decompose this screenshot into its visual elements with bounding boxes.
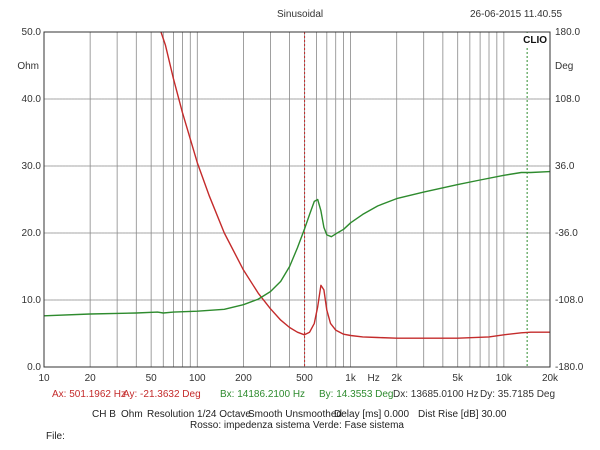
right-tick-label: 36.0 <box>555 161 575 172</box>
plot-area <box>44 32 550 367</box>
dist-rise-label: Dist Rise [dB] 30.00 <box>418 409 507 420</box>
x-tick-label: 50 <box>146 373 158 384</box>
x-tick-label: 100 <box>189 373 206 384</box>
brand-label: CLIO <box>523 35 547 46</box>
left-tick-label: 30.0 <box>22 161 42 172</box>
right-tick-label: 180.0 <box>555 27 580 38</box>
cursor-a-x: Ax: 501.1962 Hz <box>52 389 126 400</box>
left-tick-label: 50.0 <box>22 27 42 38</box>
x-tick-label: 10k <box>496 373 513 384</box>
unit-label: Ohm <box>121 409 143 420</box>
left-tick-label: 40.0 <box>22 94 42 105</box>
right-axis-unit: Deg <box>555 61 573 72</box>
right-tick-label: -180.0 <box>555 362 584 373</box>
right-tick-label: -108.0 <box>555 295 584 306</box>
channel-label: CH B <box>92 409 116 420</box>
x-tick-label: 5k <box>452 373 464 384</box>
right-tick-label: 108.0 <box>555 94 580 105</box>
plot-frame <box>43 31 551 368</box>
left-tick-label: 10.0 <box>22 295 42 306</box>
timestamp: 26-06-2015 11.40.55 <box>470 9 563 20</box>
cursor-b-x: Bx: 14186.2100 Hz <box>220 389 306 400</box>
left-tick-label: 0.0 <box>27 362 41 373</box>
legend-text: Rosso: impedenza sistema Verde: Fase sis… <box>190 420 404 431</box>
x-tick-label: 20k <box>542 373 559 384</box>
cursor-b-y: By: 14.3553 Deg <box>319 389 394 400</box>
smooth-label: Smooth Unsmoothed <box>248 409 342 420</box>
x-tick-label: 500 <box>296 373 313 384</box>
cursor-a-y: Ay: -21.3632 Deg <box>123 389 201 400</box>
x-tick-label: 2k <box>391 373 403 384</box>
impedance-series-line <box>160 31 550 339</box>
x-tick-label: 1k <box>345 373 357 384</box>
x-tick-label: 200 <box>235 373 252 384</box>
chart-title: Sinusoidal <box>277 9 324 20</box>
cursor-delta-x: Dx: 13685.0100 Hz <box>393 389 479 400</box>
delay-label: Delay [ms] 0.000 <box>334 409 410 420</box>
x-tick-label: 10 <box>38 373 50 384</box>
x-tick-label: 20 <box>85 373 97 384</box>
file-label: File: <box>46 431 65 442</box>
left-axis-unit: Ohm <box>17 61 39 72</box>
cursor-delta-y: Dy: 35.7185 Deg <box>480 389 556 400</box>
x-axis-unit: Hz <box>368 373 380 384</box>
left-tick-label: 20.0 <box>22 228 42 239</box>
brand-box <box>518 33 549 46</box>
right-tick-label: -36.0 <box>555 228 578 239</box>
resolution-label: Resolution 1/24 Octave <box>147 409 251 420</box>
phase-series-line <box>43 170 551 317</box>
